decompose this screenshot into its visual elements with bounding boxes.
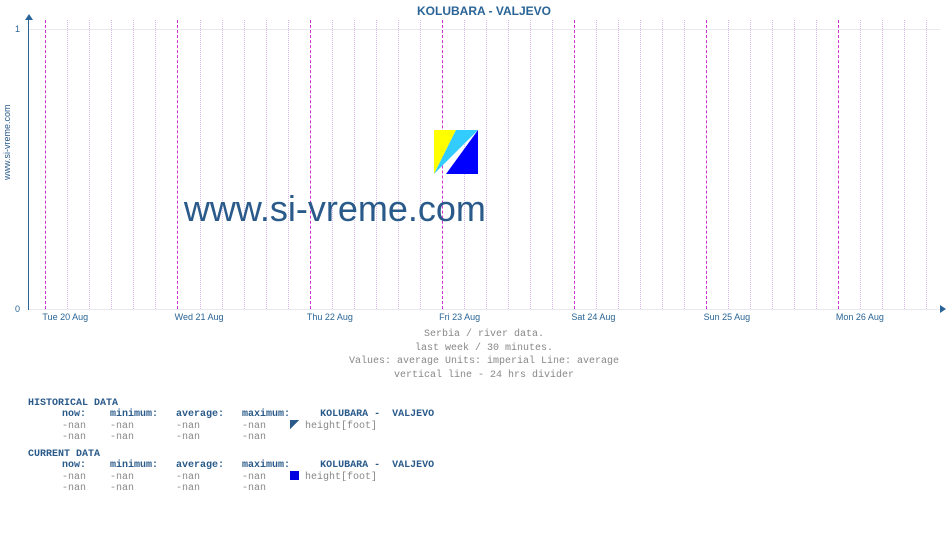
- subtitle-line: Values: average Units: imperial Line: av…: [28, 355, 940, 369]
- minor-gridline: [926, 20, 927, 309]
- data-tables: HISTORICAL DATAnow: minimum: average: ma…: [28, 392, 940, 494]
- chart-title: KOLUBARA - VALJEVO: [28, 4, 940, 18]
- major-gridline: [177, 20, 178, 309]
- minor-gridline: [530, 20, 531, 309]
- minor-gridline: [89, 20, 90, 309]
- minor-gridline: [398, 20, 399, 309]
- minor-gridline: [750, 20, 751, 309]
- x-tick-label: Mon 26 Aug: [836, 312, 884, 322]
- minor-gridline: [200, 20, 201, 309]
- minor-gridline: [288, 20, 289, 309]
- major-gridline: [838, 20, 839, 309]
- minor-gridline: [882, 20, 883, 309]
- minor-gridline: [662, 20, 663, 309]
- watermark-text: www.si-vreme.com: [184, 188, 486, 230]
- x-tick-label: Sat 24 Aug: [571, 312, 615, 322]
- h-gridline: [29, 29, 940, 30]
- side-url: www.si-vreme.com: [2, 104, 12, 180]
- minor-gridline: [684, 20, 685, 309]
- minor-gridline: [596, 20, 597, 309]
- data-header-row: now: minimum: average: maximum: KOLUBARA…: [62, 409, 940, 420]
- data-row: -nan -nan -nan -nan height[foot]: [62, 420, 940, 432]
- major-gridline: [706, 20, 707, 309]
- y-tick-label: 0: [15, 304, 20, 314]
- subtitle-line: vertical line - 24 hrs divider: [28, 369, 940, 383]
- y-tick-label: 1: [15, 24, 20, 34]
- data-block-title: CURRENT DATA: [28, 449, 940, 460]
- x-tick-label: Thu 22 Aug: [307, 312, 353, 322]
- chart-subtitle: Serbia / river data.last week / 30 minut…: [28, 328, 940, 382]
- x-tick-label: Fri 23 Aug: [439, 312, 480, 322]
- x-axis-labels: Tue 20 Aug Wed 21 Aug Thu 22 Aug Fri 23 Aug…: [28, 310, 940, 324]
- x-axis-arrow-icon: [940, 305, 946, 313]
- chart-plot-area: 01 www.si-vreme.com: [28, 20, 940, 310]
- minor-gridline: [816, 20, 817, 309]
- minor-gridline: [772, 20, 773, 309]
- chart-container: KOLUBARA - VALJEVO 01 www.si-vreme.com T…: [28, 4, 940, 382]
- minor-gridline: [67, 20, 68, 309]
- major-gridline: [310, 20, 311, 309]
- minor-gridline: [860, 20, 861, 309]
- minor-gridline: [728, 20, 729, 309]
- data-row: -nan -nan -nan -nan: [62, 483, 940, 494]
- minor-gridline: [222, 20, 223, 309]
- series-swatch-icon: [290, 471, 299, 480]
- minor-gridline: [904, 20, 905, 309]
- x-tick-label: Sun 25 Aug: [704, 312, 751, 322]
- major-gridline: [574, 20, 575, 309]
- minor-gridline: [640, 20, 641, 309]
- minor-gridline: [266, 20, 267, 309]
- minor-gridline: [618, 20, 619, 309]
- minor-gridline: [111, 20, 112, 309]
- minor-gridline: [133, 20, 134, 309]
- minor-gridline: [155, 20, 156, 309]
- data-header-row: now: minimum: average: maximum: KOLUBARA…: [62, 460, 940, 471]
- minor-gridline: [794, 20, 795, 309]
- data-row: -nan -nan -nan -nan height[foot]: [62, 471, 940, 483]
- subtitle-line: Serbia / river data.: [28, 328, 940, 342]
- minor-gridline: [354, 20, 355, 309]
- series-swatch-icon: [290, 420, 299, 429]
- data-row: -nan -nan -nan -nan: [62, 432, 940, 443]
- major-gridline: [45, 20, 46, 309]
- minor-gridline: [332, 20, 333, 309]
- minor-gridline: [244, 20, 245, 309]
- minor-gridline: [552, 20, 553, 309]
- minor-gridline: [376, 20, 377, 309]
- y-axis-arrow-icon: [25, 14, 33, 20]
- minor-gridline: [486, 20, 487, 309]
- minor-gridline: [420, 20, 421, 309]
- watermark-logo-icon: [434, 130, 478, 174]
- subtitle-line: last week / 30 minutes.: [28, 342, 940, 356]
- x-tick-label: Tue 20 Aug: [42, 312, 88, 322]
- minor-gridline: [508, 20, 509, 309]
- x-tick-label: Wed 21 Aug: [175, 312, 224, 322]
- data-block-title: HISTORICAL DATA: [28, 398, 940, 409]
